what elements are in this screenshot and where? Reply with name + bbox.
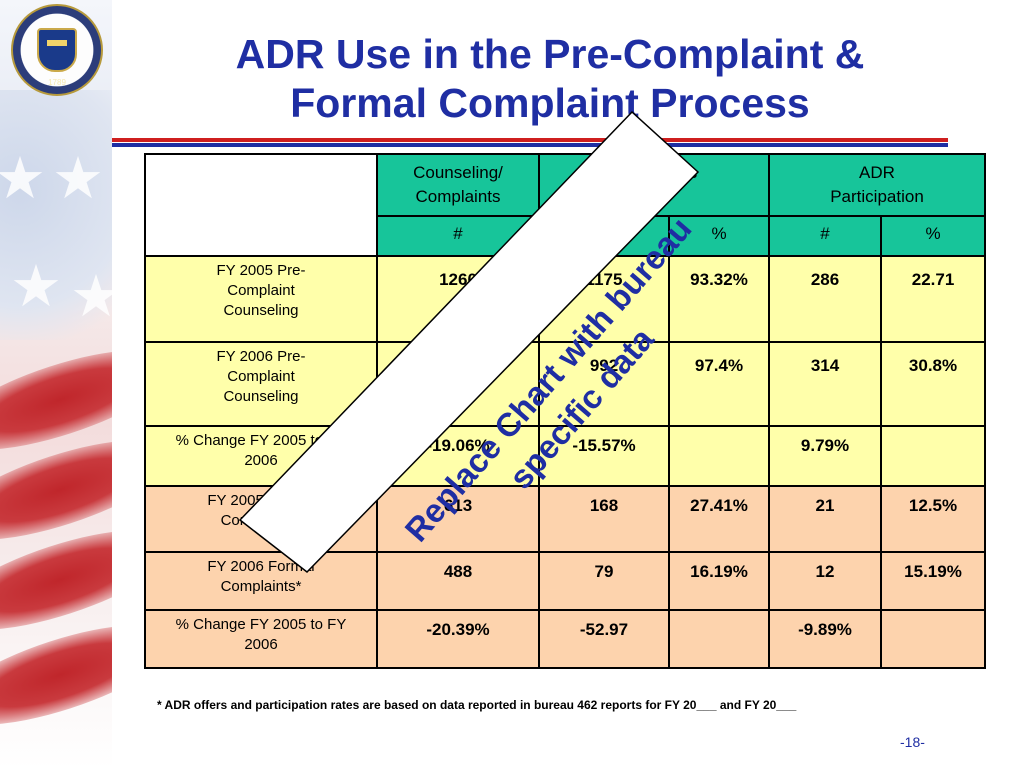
table-cell: 12.5%: [879, 485, 987, 553]
table-cell: 12: [768, 551, 882, 611]
flag-blue-field: [0, 90, 112, 340]
page-number: -18-: [900, 734, 925, 750]
star-icon: ★: [52, 146, 104, 211]
row-label: FY 2005 Pre-Complaint Counseling: [144, 255, 378, 343]
table-cell: 15.19%: [879, 551, 987, 611]
row-label: % Change FY 2005 to FY 2006: [144, 425, 378, 487]
flag-decoration: ★ ★ ★ ★: [0, 0, 112, 768]
table-cell: 79: [538, 551, 670, 611]
table-cell: -9.89%: [768, 609, 882, 669]
subheader-cell: #: [768, 215, 882, 257]
seal-year: 1789: [48, 78, 66, 87]
table-cell: [668, 425, 770, 487]
table-cell: -20.39%: [376, 609, 540, 669]
table-cell: 314: [768, 341, 882, 427]
table-cell: 286: [768, 255, 882, 343]
table-cell: 27.41%: [668, 485, 770, 553]
row-label: FY 2006 Pre-Complaint Counseling: [144, 341, 378, 427]
table-cell: 16.19%: [668, 551, 770, 611]
table-cell: 1260: [376, 255, 540, 343]
title-line-2: Formal Complaint Process: [290, 80, 810, 126]
row-label: % Change FY 2005 to FY 2006: [144, 609, 378, 669]
treasury-seal-logo: 1789: [11, 4, 103, 96]
slide-title: ADR Use in the Pre-Complaint & Formal Co…: [150, 30, 950, 128]
table-cell: 97.4%: [668, 341, 770, 427]
header-adr-participation: ADR Participation: [767, 153, 987, 217]
table-row: % Change FY 2005 to FY 2006 -20.39% -52.…: [144, 609, 987, 669]
table-row: FY 2006 Formal Complaints* 488 79 16.19%…: [144, 551, 987, 611]
table-cell: 9.79%: [768, 425, 882, 487]
title-divider-blue: [112, 143, 948, 147]
header-counseling: Counseling/ Complaints: [376, 153, 540, 217]
footnote: * ADR offers and participation rates are…: [157, 698, 797, 712]
star-icon: ★: [10, 254, 62, 319]
row-label: FY 2006 Formal Complaints*: [144, 551, 378, 611]
star-icon: ★: [70, 264, 112, 329]
title-line-1: ADR Use in the Pre-Complaint &: [235, 31, 865, 77]
table-cell: 22.71: [879, 255, 987, 343]
table-cell: 21: [768, 485, 882, 553]
header-adr-offers: ADR Offers: [538, 153, 770, 217]
table-cell: [879, 609, 987, 669]
table-cell: 30.8%: [879, 341, 987, 427]
table-cell: -52.97: [538, 609, 670, 669]
row-label: FY 2005 Formal Complaints*: [144, 485, 378, 553]
seal-shield-icon: [37, 28, 77, 72]
table-cell: [879, 425, 987, 487]
table-row: FY 2005 Formal Complaints* 613 168 27.41…: [144, 485, 987, 553]
table-cell: [668, 609, 770, 669]
table-cell: 168: [538, 485, 670, 553]
subheader-cell: #: [376, 215, 540, 257]
star-icon: ★: [0, 146, 46, 211]
header-blank-cell: [144, 153, 378, 257]
subheader-cell: %: [879, 215, 987, 257]
table-header-row: Counseling/ Complaints ADR Offers ADR Pa…: [144, 153, 987, 257]
title-divider-red: [112, 138, 948, 142]
